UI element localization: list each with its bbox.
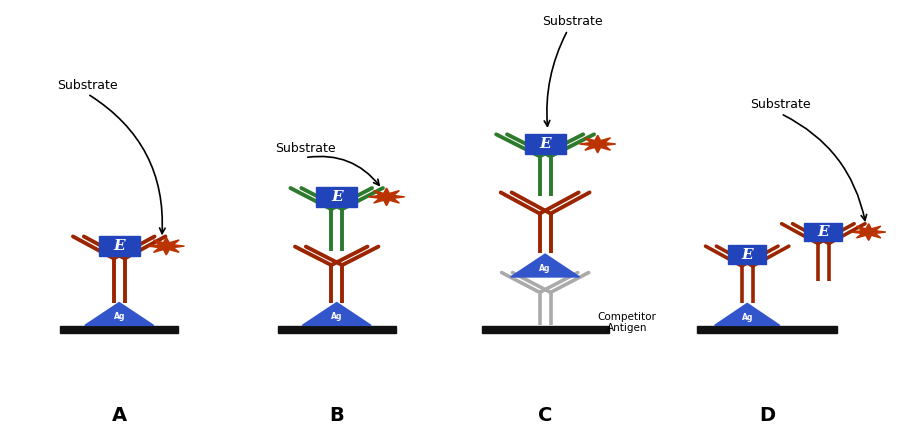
Text: Ag: Ag <box>331 312 343 321</box>
Polygon shape <box>148 237 185 255</box>
Text: A: A <box>112 406 126 425</box>
Text: Ag: Ag <box>114 312 125 321</box>
Text: Substrate: Substrate <box>57 79 118 92</box>
Text: Substrate: Substrate <box>542 16 603 28</box>
Polygon shape <box>852 224 886 241</box>
Polygon shape <box>303 303 371 326</box>
Polygon shape <box>714 303 780 326</box>
Polygon shape <box>511 254 580 277</box>
FancyBboxPatch shape <box>804 223 843 241</box>
Bar <box>60 326 178 333</box>
Text: E: E <box>539 137 551 151</box>
Text: Ag: Ag <box>742 312 753 322</box>
Text: Substrate: Substrate <box>275 143 335 155</box>
Bar <box>697 326 837 333</box>
FancyBboxPatch shape <box>524 134 565 154</box>
Bar <box>278 326 395 333</box>
FancyBboxPatch shape <box>728 245 766 264</box>
Text: Competitor
Antigen: Competitor Antigen <box>597 312 656 333</box>
Polygon shape <box>368 188 405 206</box>
Polygon shape <box>580 135 615 153</box>
Text: D: D <box>759 406 775 425</box>
Text: E: E <box>331 190 343 204</box>
Text: E: E <box>742 248 753 261</box>
Text: E: E <box>114 239 125 253</box>
Bar <box>482 326 608 333</box>
FancyBboxPatch shape <box>316 187 357 207</box>
Text: Ag: Ag <box>539 264 551 273</box>
Text: C: C <box>538 406 553 425</box>
FancyBboxPatch shape <box>99 237 140 256</box>
Text: E: E <box>817 225 829 239</box>
Polygon shape <box>85 303 154 326</box>
Text: B: B <box>329 406 345 425</box>
Text: Substrate: Substrate <box>751 98 811 112</box>
